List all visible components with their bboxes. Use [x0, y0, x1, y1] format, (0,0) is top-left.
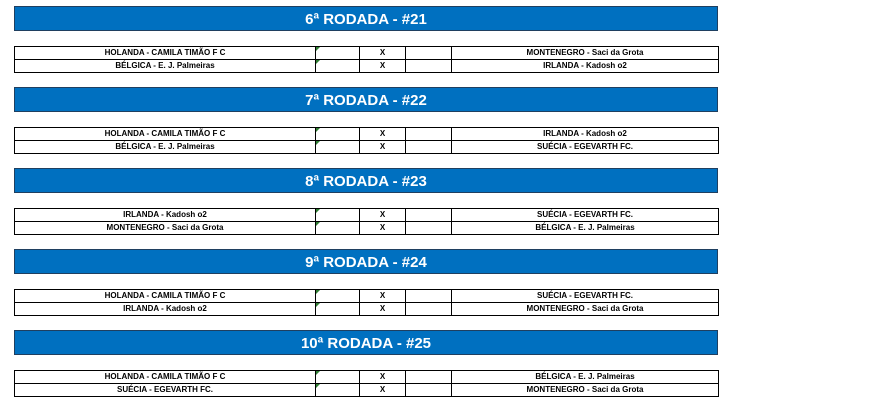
round-block: 8ª RODADA - #23 IRLANDA - Kadosh o2 X SUÉCI…: [14, 168, 719, 235]
round-block: 7ª RODADA - #22 HOLANDA - CAMILA TIMÃO F …: [14, 87, 719, 154]
home-team[interactable]: HOLANDA - CAMILA TIMÃO F C: [14, 370, 316, 384]
home-score-cell[interactable]: [315, 289, 360, 303]
match-row: SUÉCIA - EGEVARTH FC. X MONTENEGRO - Saci …: [14, 383, 719, 397]
home-score-cell[interactable]: [315, 370, 360, 384]
round-block: 6ª RODADA - #21 HOLANDA - CAMILA TIMÃO F …: [14, 6, 719, 73]
match-row: HOLANDA - CAMILA TIMÃO F C X MONTENEGRO - …: [14, 46, 719, 60]
home-team[interactable]: HOLANDA - CAMILA TIMÃO F C: [14, 289, 316, 303]
home-team[interactable]: IRLANDA - Kadosh o2: [14, 208, 316, 222]
home-score-cell[interactable]: [315, 140, 360, 154]
home-team[interactable]: SUÉCIA - EGEVARTH FC.: [14, 383, 316, 397]
away-team[interactable]: MONTENEGRO - Saci da Grota: [451, 383, 719, 397]
versus-label: X: [359, 383, 406, 397]
home-score-cell[interactable]: [315, 221, 360, 235]
match-row: HOLANDA - CAMILA TIMÃO F C X BÉLGICA - E. …: [14, 370, 719, 384]
away-team[interactable]: BÉLGICA - E. J. Palmeiras: [451, 221, 719, 235]
round-header: 8ª RODADA - #23: [14, 168, 718, 193]
home-team[interactable]: BÉLGICA - E. J. Palmeiras: [14, 59, 316, 73]
home-score-cell[interactable]: [315, 59, 360, 73]
matches-table: HOLANDA - CAMILA TIMÃO F C X SUÉCIA - EGEV…: [14, 289, 719, 316]
away-score-cell[interactable]: [405, 208, 452, 222]
versus-label: X: [359, 221, 406, 235]
away-team[interactable]: SUÉCIA - EGEVARTH FC.: [451, 289, 719, 303]
versus-label: X: [359, 302, 406, 316]
home-team[interactable]: MONTENEGRO - Saci da Grota: [14, 221, 316, 235]
home-team[interactable]: IRLANDA - Kadosh o2: [14, 302, 316, 316]
away-score-cell[interactable]: [405, 383, 452, 397]
away-score-cell[interactable]: [405, 46, 452, 60]
round-header: 6ª RODADA - #21: [14, 6, 718, 31]
versus-label: X: [359, 59, 406, 73]
away-score-cell[interactable]: [405, 59, 452, 73]
matches-table: IRLANDA - Kadosh o2 X SUÉCIA - EGEVARTH FC…: [14, 208, 719, 235]
home-score-cell[interactable]: [315, 383, 360, 397]
away-team[interactable]: SUÉCIA - EGEVARTH FC.: [451, 208, 719, 222]
versus-label: X: [359, 127, 406, 141]
away-team[interactable]: BÉLGICA - E. J. Palmeiras: [451, 370, 719, 384]
round-header: 9ª RODADA - #24: [14, 249, 718, 274]
away-score-cell[interactable]: [405, 289, 452, 303]
away-score-cell[interactable]: [405, 221, 452, 235]
round-header: 7ª RODADA - #22: [14, 87, 718, 112]
away-score-cell[interactable]: [405, 370, 452, 384]
matches-table: HOLANDA - CAMILA TIMÃO F C X MONTENEGRO - …: [14, 46, 719, 73]
matches-table: HOLANDA - CAMILA TIMÃO F C X BÉLGICA - E. …: [14, 370, 719, 397]
match-row: MONTENEGRO - Saci da Grota X BÉLGICA - E. …: [14, 221, 719, 235]
away-score-cell[interactable]: [405, 127, 452, 141]
away-team[interactable]: MONTENEGRO - Saci da Grota: [451, 46, 719, 60]
versus-label: X: [359, 289, 406, 303]
versus-label: X: [359, 140, 406, 154]
match-row: IRLANDA - Kadosh o2 X SUÉCIA - EGEVARTH FC…: [14, 208, 719, 222]
versus-label: X: [359, 46, 406, 60]
away-score-cell[interactable]: [405, 140, 452, 154]
match-row: HOLANDA - CAMILA TIMÃO F C X IRLANDA - Kad…: [14, 127, 719, 141]
match-row: BÉLGICA - E. J. Palmeiras X IRLANDA - Kado…: [14, 59, 719, 73]
away-team[interactable]: IRLANDA - Kadosh o2: [451, 127, 719, 141]
versus-label: X: [359, 208, 406, 222]
away-team[interactable]: MONTENEGRO - Saci da Grota: [451, 302, 719, 316]
away-team[interactable]: SUÉCIA - EGEVARTH FC.: [451, 140, 719, 154]
matches-table: HOLANDA - CAMILA TIMÃO F C X IRLANDA - Kad…: [14, 127, 719, 154]
home-score-cell[interactable]: [315, 302, 360, 316]
round-block: 10ª RODADA - #25 HOLANDA - CAMILA TIMÃO F…: [14, 330, 719, 397]
match-row: IRLANDA - Kadosh o2 X MONTENEGRO - Saci da…: [14, 302, 719, 316]
round-block: 9ª RODADA - #24 HOLANDA - CAMILA TIMÃO F …: [14, 249, 719, 316]
home-score-cell[interactable]: [315, 46, 360, 60]
match-row: BÉLGICA - E. J. Palmeiras X SUÉCIA - EGEVA…: [14, 140, 719, 154]
home-team[interactable]: BÉLGICA - E. J. Palmeiras: [14, 140, 316, 154]
round-header: 10ª RODADA - #25: [14, 330, 718, 355]
away-score-cell[interactable]: [405, 302, 452, 316]
home-score-cell[interactable]: [315, 208, 360, 222]
home-score-cell[interactable]: [315, 127, 360, 141]
match-row: HOLANDA - CAMILA TIMÃO F C X SUÉCIA - EGEV…: [14, 289, 719, 303]
home-team[interactable]: HOLANDA - CAMILA TIMÃO F C: [14, 127, 316, 141]
home-team[interactable]: HOLANDA - CAMILA TIMÃO F C: [14, 46, 316, 60]
versus-label: X: [359, 370, 406, 384]
away-team[interactable]: IRLANDA - Kadosh o2: [451, 59, 719, 73]
